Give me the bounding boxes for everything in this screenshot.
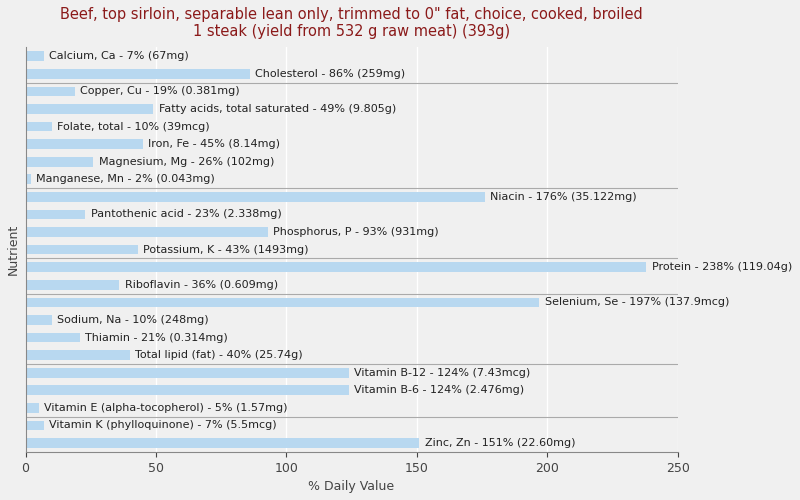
Bar	[26, 262, 646, 272]
Bar	[26, 86, 75, 96]
Bar	[26, 192, 485, 202]
Bar	[26, 140, 143, 149]
Text: Vitamin B-12 - 124% (7.43mcg): Vitamin B-12 - 124% (7.43mcg)	[354, 368, 530, 378]
Text: Total lipid (fat) - 40% (25.74g): Total lipid (fat) - 40% (25.74g)	[135, 350, 302, 360]
Bar	[26, 52, 44, 61]
Bar	[26, 438, 419, 448]
Text: Niacin - 176% (35.122mg): Niacin - 176% (35.122mg)	[490, 192, 637, 202]
Text: Folate, total - 10% (39mcg): Folate, total - 10% (39mcg)	[57, 122, 210, 132]
Bar	[26, 332, 80, 342]
Text: Selenium, Se - 197% (137.9mcg): Selenium, Se - 197% (137.9mcg)	[545, 298, 729, 308]
Text: Manganese, Mn - 2% (0.043mg): Manganese, Mn - 2% (0.043mg)	[36, 174, 214, 184]
Text: Vitamin K (phylloquinone) - 7% (5.5mcg): Vitamin K (phylloquinone) - 7% (5.5mcg)	[49, 420, 277, 430]
Text: Potassium, K - 43% (1493mg): Potassium, K - 43% (1493mg)	[143, 244, 308, 254]
Text: Vitamin B-6 - 124% (2.476mg): Vitamin B-6 - 124% (2.476mg)	[354, 386, 524, 396]
Text: Riboflavin - 36% (0.609mg): Riboflavin - 36% (0.609mg)	[125, 280, 278, 290]
Bar	[26, 420, 44, 430]
Bar	[26, 69, 250, 78]
Title: Beef, top sirloin, separable lean only, trimmed to 0" fat, choice, cooked, broil: Beef, top sirloin, separable lean only, …	[60, 7, 643, 40]
Text: Phosphorus, P - 93% (931mg): Phosphorus, P - 93% (931mg)	[274, 227, 439, 237]
Bar	[26, 315, 51, 325]
Text: Sodium, Na - 10% (248mg): Sodium, Na - 10% (248mg)	[57, 315, 209, 325]
X-axis label: % Daily Value: % Daily Value	[309, 480, 394, 493]
Bar	[26, 227, 268, 237]
Text: Iron, Fe - 45% (8.14mg): Iron, Fe - 45% (8.14mg)	[148, 139, 280, 149]
Bar	[26, 157, 94, 166]
Text: Thiamin - 21% (0.314mg): Thiamin - 21% (0.314mg)	[86, 332, 228, 342]
Bar	[26, 280, 119, 289]
Bar	[26, 298, 539, 307]
Text: Cholesterol - 86% (259mg): Cholesterol - 86% (259mg)	[255, 69, 405, 79]
Bar	[26, 403, 38, 412]
Bar	[26, 350, 130, 360]
Text: Fatty acids, total saturated - 49% (9.805g): Fatty acids, total saturated - 49% (9.80…	[158, 104, 396, 114]
Text: Zinc, Zn - 151% (22.60mg): Zinc, Zn - 151% (22.60mg)	[425, 438, 575, 448]
Bar	[26, 386, 349, 395]
Text: Pantothenic acid - 23% (2.338mg): Pantothenic acid - 23% (2.338mg)	[90, 210, 282, 220]
Bar	[26, 245, 138, 254]
Bar	[26, 122, 51, 132]
Text: Calcium, Ca - 7% (67mg): Calcium, Ca - 7% (67mg)	[49, 51, 189, 61]
Bar	[26, 210, 86, 220]
Text: Copper, Cu - 19% (0.381mg): Copper, Cu - 19% (0.381mg)	[80, 86, 240, 97]
Text: Vitamin E (alpha-tocopherol) - 5% (1.57mg): Vitamin E (alpha-tocopherol) - 5% (1.57m…	[44, 403, 287, 413]
Y-axis label: Nutrient: Nutrient	[7, 224, 20, 275]
Bar	[26, 174, 30, 184]
Text: Protein - 238% (119.04g): Protein - 238% (119.04g)	[651, 262, 792, 272]
Bar	[26, 368, 349, 378]
Bar	[26, 104, 154, 114]
Text: Magnesium, Mg - 26% (102mg): Magnesium, Mg - 26% (102mg)	[98, 156, 274, 166]
